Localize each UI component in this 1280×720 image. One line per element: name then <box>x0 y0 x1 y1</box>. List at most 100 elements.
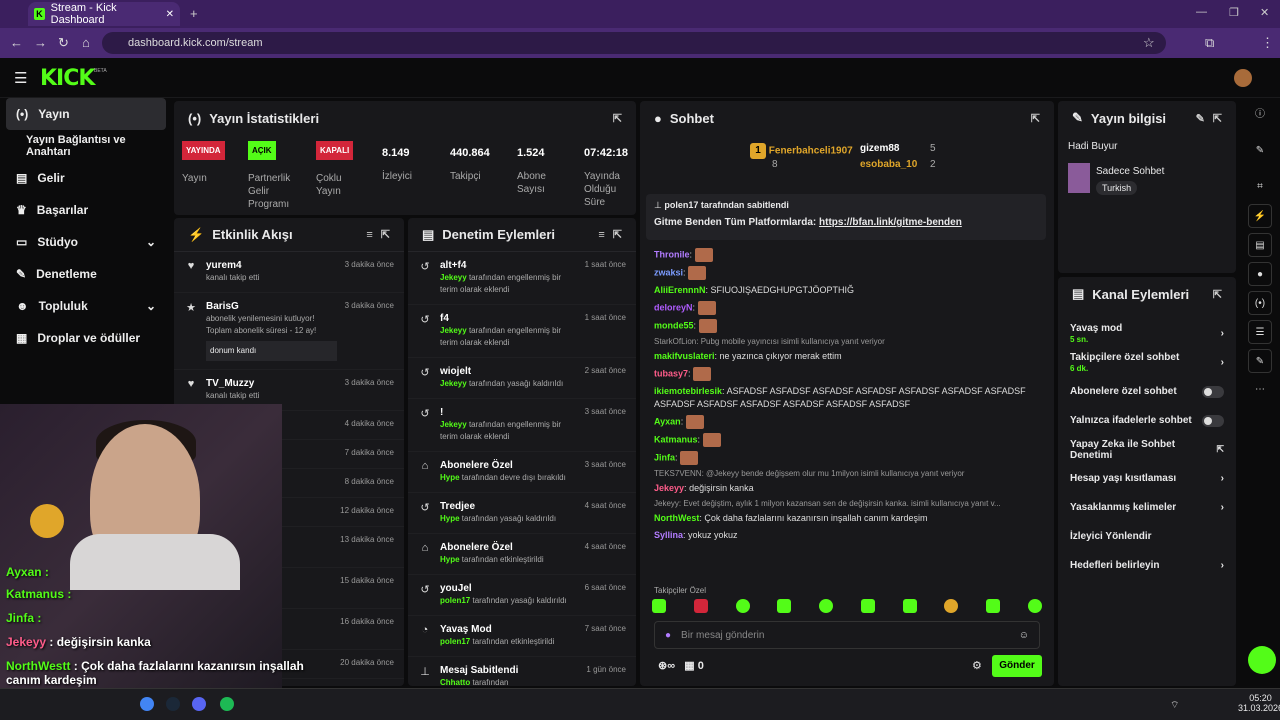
popout-icon[interactable]: ⇱ <box>1212 112 1222 125</box>
popout-icon[interactable]: ⇱ <box>1212 288 1222 301</box>
channel-action[interactable]: Yavaş mod 5 sn. › <box>1070 322 1224 344</box>
chat-message[interactable]: zwaksi: <box>640 264 1054 282</box>
emote-icon[interactable] <box>944 599 959 613</box>
minimize-icon[interactable]: — <box>1196 6 1207 18</box>
chat-username[interactable]: AliiErennnN <box>654 285 706 295</box>
toggle-switch[interactable] <box>1202 414 1224 427</box>
sidebar-item-topluluk[interactable]: ☻ Topluluk ⌄ <box>16 299 156 313</box>
activity-item[interactable]: ★ BarisG abonelik yenilemesini kutluyor! … <box>174 293 404 370</box>
send-button[interactable]: Gönder <box>992 655 1042 677</box>
emote-icon[interactable] <box>986 599 1001 613</box>
sidebar-item-gelir[interactable]: ▤ Gelir <box>16 171 65 185</box>
sidebar-item-droplar[interactable]: ▦ Droplar ve ödüller <box>16 331 141 345</box>
chat-message[interactable]: Ayxan: <box>640 413 1054 431</box>
chat-username[interactable]: ikiemotebirlesik <box>654 386 723 396</box>
chat-message[interactable]: monde55: <box>640 317 1054 335</box>
moderation-item[interactable]: ↺ f4 Jekeyy tarafından engellenmiş bir te… <box>408 305 636 358</box>
chat-username[interactable]: Jekeyy <box>654 483 685 493</box>
forward-icon[interactable]: → <box>34 35 47 50</box>
moderation-item[interactable]: ⊥ Mesaj Sabitlendi Chhatto tarafından 1 g… <box>408 657 636 686</box>
sliders-icon[interactable]: ☰ <box>1248 320 1272 344</box>
points-display[interactable]: ⊛∞ ▦ 0 <box>658 660 704 672</box>
chat-message[interactable]: Thronile: <box>640 246 1054 264</box>
moderation-item[interactable]: ◔ Yavaş Mod polen17 tarafından etkinleşti… <box>408 616 636 657</box>
chat-username[interactable]: monde55 <box>654 320 694 331</box>
steam-icon[interactable] <box>166 697 180 711</box>
info-icon[interactable]: ⓘ <box>1255 109 1265 120</box>
toggle-switch[interactable] <box>1202 385 1224 398</box>
chat-message[interactable]: ikiemotebirlesik: ASFADSF ASFADSF ASFADS… <box>654 386 1026 409</box>
moderation-item[interactable]: ⌂ Abonelere Özel Hype tarafından devre dı… <box>408 452 636 493</box>
chat-username[interactable]: makifvuslateri <box>654 351 715 361</box>
new-tab-icon[interactable]: + <box>190 6 198 21</box>
chat-username[interactable]: zwaksi <box>654 267 684 278</box>
edit-icon[interactable]: ✎ <box>1195 112 1205 125</box>
kick-logo[interactable]: KICK <box>40 66 95 91</box>
address-bar[interactable]: dashboard.kick.com/stream <box>102 32 1166 54</box>
spotify-icon[interactable] <box>220 697 234 711</box>
emote-icon[interactable] <box>693 599 708 613</box>
moderation-item[interactable]: ↺ Tredjee Hype tarafından yasağı kaldırıl… <box>408 493 636 534</box>
popout-icon[interactable]: ⇱ <box>380 229 390 241</box>
wifi-icon[interactable]: ⌔ <box>1170 700 1180 711</box>
extensions-icon[interactable]: ⧉ <box>1205 35 1215 50</box>
lightning-icon[interactable]: ⚡ <box>1248 204 1272 228</box>
popout-icon[interactable]: ⇱ <box>612 229 622 241</box>
emoji-icon[interactable]: ☺ <box>1018 629 1029 641</box>
hamburger-icon[interactable]: ☰ <box>14 70 28 87</box>
chat-message[interactable]: Syllina: yokuz yokuz <box>654 530 738 540</box>
activity-item[interactable]: 7 dakika önce <box>174 440 404 469</box>
bookmark-icon[interactable]: ☆ <box>1143 35 1155 50</box>
chat-message[interactable]: NorthWest: Çok daha fazlalarını kazanırs… <box>654 513 928 523</box>
back-icon[interactable]: ← <box>10 35 23 50</box>
emote-icon[interactable] <box>902 599 917 613</box>
emote-icon[interactable] <box>735 599 750 613</box>
chat-username[interactable]: Thronile <box>654 249 690 260</box>
restore-icon[interactable]: ❐ <box>1229 7 1239 19</box>
more-icon[interactable]: ⋯ <box>1255 384 1265 395</box>
chat-username[interactable]: Katmanus <box>654 434 698 445</box>
activity-item[interactable]: 8 dakika önce <box>174 469 404 498</box>
filter-icon[interactable]: ≡ <box>598 228 605 241</box>
browser-tab[interactable]: K Stream - Kick Dashboard ✕ <box>28 2 180 26</box>
chat-message[interactable]: Katmanus: <box>640 431 1054 449</box>
chrome-icon[interactable] <box>140 697 154 711</box>
mic-icon[interactable]: ● <box>665 629 672 641</box>
pinned-link[interactable]: https://bfan.link/gitme-benden <box>819 217 962 228</box>
sidebar-item-yayin[interactable]: (•) Yayın <box>6 98 166 130</box>
activity-item[interactable]: ♥ yurem4 kanalı takip etti 3 dakika önce <box>174 252 404 293</box>
emote-icon[interactable] <box>777 599 792 613</box>
chat-username[interactable]: Ayxan <box>654 416 681 427</box>
edit-icon[interactable]: ✎ <box>1255 145 1265 156</box>
chat-username[interactable]: NorthWest <box>654 513 700 523</box>
channel-action[interactable]: Takipçilere özel sohbet 6 dk. › <box>1070 351 1224 373</box>
moderation-item[interactable]: ↺ alt+f4 Jekeyy tarafından engellenmiş bi… <box>408 252 636 305</box>
popout-icon[interactable]: ⇱ <box>612 112 622 125</box>
sidebar-item-basarilar[interactable]: ♛ Başarılar <box>16 203 89 217</box>
channel-action[interactable]: Hesap yaşı kısıtlaması › <box>1070 473 1224 484</box>
chat-message[interactable]: deloreyN: <box>640 299 1054 317</box>
support-icon[interactable] <box>1248 646 1276 674</box>
settings-gear-icon[interactable]: ⚙ <box>972 660 982 672</box>
popout-icon[interactable]: ⇱ <box>1030 112 1040 125</box>
moderation-item[interactable]: ↺ wiojelt Jekeyy tarafından yasağı kaldır… <box>408 358 636 399</box>
emote-icon[interactable] <box>819 599 834 613</box>
activity-item[interactable]: 4 dakika önce <box>174 411 404 440</box>
channel-action[interactable]: Hedefleri belirleyin › <box>1070 560 1224 571</box>
chat-username[interactable]: Jinfa <box>654 452 676 463</box>
reload-icon[interactable]: ↻ <box>58 35 69 50</box>
chat-message[interactable]: makifvuslateri: ne yazınca çıkıyor merak… <box>654 351 842 361</box>
chat-username[interactable]: Syllina <box>654 530 684 540</box>
emote-icon[interactable] <box>652 599 666 613</box>
wrench-icon[interactable]: ✎ <box>1248 349 1272 373</box>
chat-message[interactable]: Jekeyy: değişirsin kanka <box>654 483 754 493</box>
sidebar-item-denetleme[interactable]: ✎ Denetleme <box>16 267 97 281</box>
chat-message[interactable]: tubasy7: <box>640 365 1054 383</box>
filter-icon[interactable]: ≡ <box>366 228 373 241</box>
channel-action[interactable]: Abonelere özel sohbet <box>1058 377 1236 406</box>
emote-icon[interactable] <box>1027 599 1042 613</box>
broadcast-icon[interactable]: (•) <box>1248 291 1272 315</box>
chat-message[interactable]: Jinfa: <box>640 449 1054 467</box>
menu-dots-icon[interactable]: ⋮ <box>1261 35 1274 50</box>
channel-action[interactable]: Yalnızca ifadelerle sohbet <box>1058 406 1236 435</box>
